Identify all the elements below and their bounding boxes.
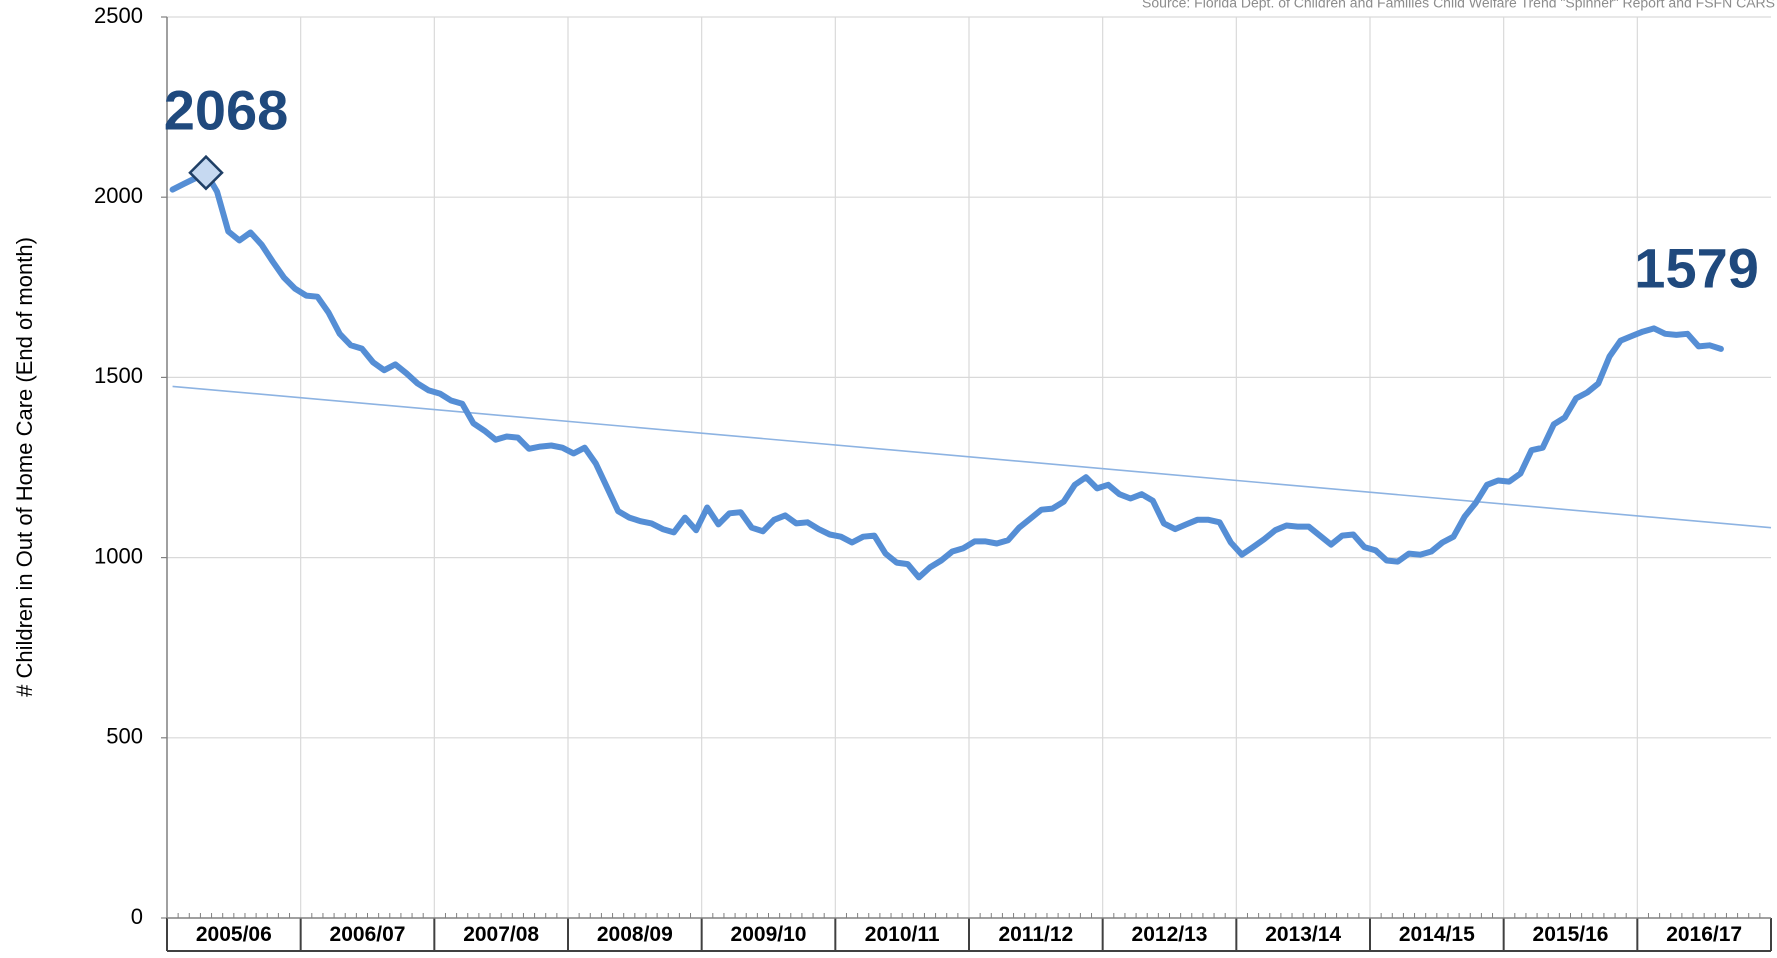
data-label: 1579	[1634, 237, 1759, 300]
source-note: Source: Florida Dept. of Children and Fa…	[1142, 0, 1775, 11]
y-tick-label: 2000	[94, 183, 143, 208]
x-group-label: 2005/06	[196, 923, 272, 946]
x-group-label: 2012/13	[1132, 923, 1208, 946]
x-group-label: 2014/15	[1399, 923, 1475, 946]
x-group-label: 2009/10	[731, 923, 807, 946]
x-group-label: 2011/12	[998, 923, 1073, 946]
peak-marker	[188, 154, 224, 191]
x-group-label: 2013/14	[1265, 923, 1341, 946]
y-tick-label: 1500	[94, 363, 143, 388]
x-group-label: 2016/17	[1666, 923, 1742, 946]
y-tick-label: 0	[131, 904, 143, 929]
y-tick-label: 500	[106, 724, 143, 749]
data-label: 2068	[164, 78, 289, 141]
x-group-label: 2008/09	[597, 923, 673, 946]
trend-line	[172, 385, 1772, 529]
y-tick-label: 1000	[94, 543, 143, 568]
y-tick-label: 2500	[94, 3, 143, 28]
data-line	[169, 169, 1724, 581]
x-group-label: 2010/11	[865, 923, 940, 946]
x-group-label: 2007/08	[463, 923, 539, 946]
x-group-label: 2006/07	[330, 923, 406, 946]
x-group-label: 2015/16	[1533, 923, 1609, 946]
y-axis-title: # Children in Out of Home Care (End of m…	[12, 237, 37, 697]
